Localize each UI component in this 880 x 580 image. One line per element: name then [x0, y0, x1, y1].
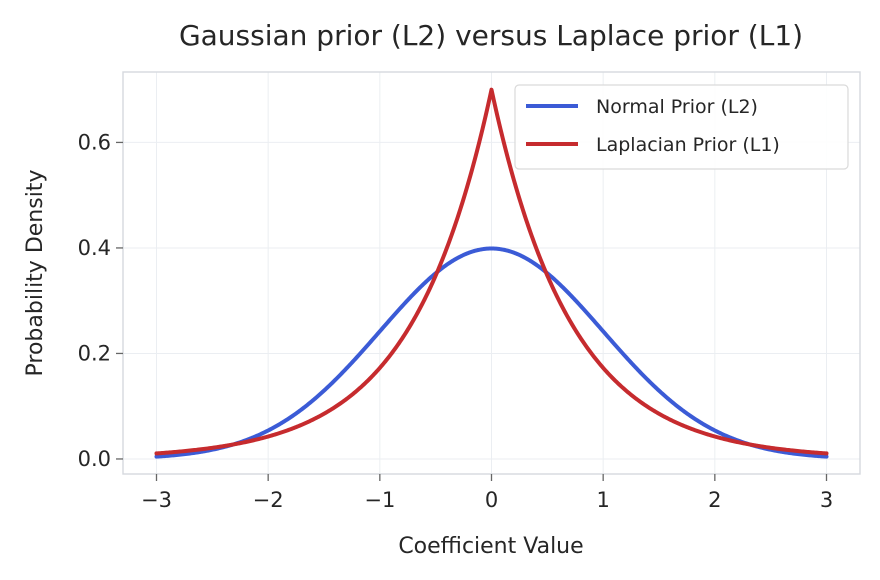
- y-tick-label: 0.4: [78, 236, 111, 260]
- legend: Normal Prior (L2) Laplacian Prior (L1): [514, 84, 849, 170]
- x-tick-label: 0: [485, 488, 498, 512]
- x-axis-label: Coefficient Value: [398, 534, 583, 559]
- series-layer: [154, 87, 829, 459]
- y-axis-label: Probability Density: [23, 170, 48, 377]
- x-tick-label: 1: [596, 488, 609, 512]
- x-tick-label: −3: [141, 488, 172, 512]
- series-line-normal-prior: [154, 246, 829, 459]
- legend-label-normal-prior: Normal Prior (L2): [596, 96, 758, 118]
- x-tick-label: −1: [364, 488, 395, 512]
- x-tick-label: −2: [253, 488, 284, 512]
- y-tick-label: 0.6: [78, 130, 111, 154]
- series-line-laplacian-prior: [154, 87, 829, 456]
- legend-box: [514, 84, 849, 170]
- y-tick-label: 0.2: [78, 341, 111, 365]
- x-tick-label: 2: [708, 488, 721, 512]
- x-tick-label: 3: [820, 488, 833, 512]
- chart-title: Gaussian prior (L2) versus Laplace prior…: [179, 19, 803, 52]
- x-axis: −3 −2 −1 0 1 2 3: [141, 474, 833, 512]
- legend-label-laplacian-prior: Laplacian Prior (L1): [596, 134, 780, 156]
- y-tick-label: 0.0: [78, 447, 111, 471]
- y-axis: 0.0 0.2 0.4 0.6: [78, 130, 123, 471]
